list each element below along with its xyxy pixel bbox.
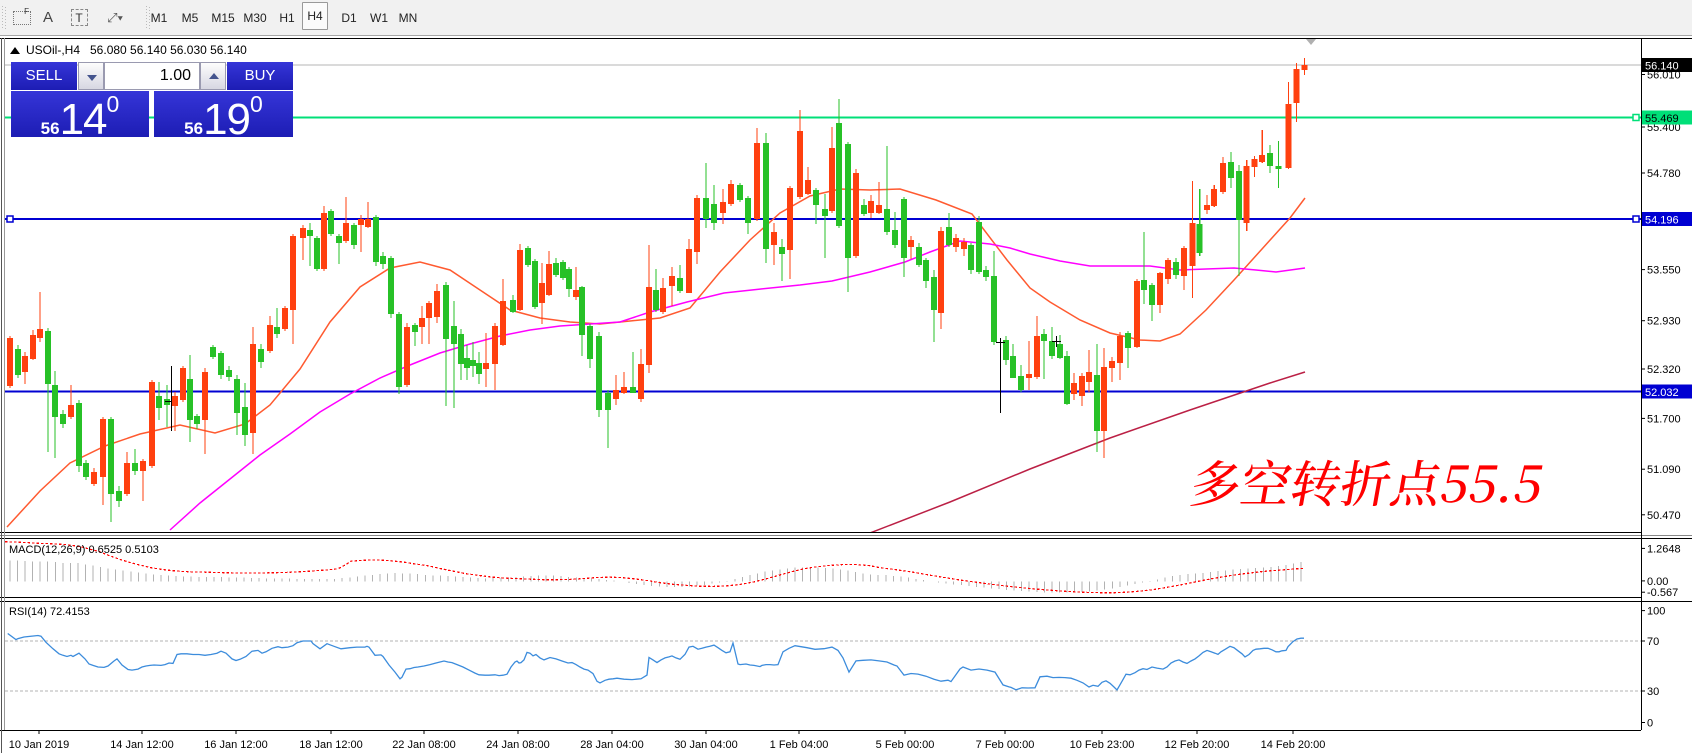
- svg-text:10 Feb 23:00: 10 Feb 23:00: [1070, 739, 1135, 751]
- svg-text:55.469: 55.469: [1645, 113, 1679, 125]
- svg-text:10 Jan 2019: 10 Jan 2019: [9, 739, 70, 751]
- svg-text:24 Jan 08:00: 24 Jan 08:00: [486, 739, 550, 751]
- svg-text:51.090: 51.090: [1647, 464, 1681, 476]
- svg-text:54.196: 54.196: [1645, 215, 1679, 227]
- svg-text:5 Feb 00:00: 5 Feb 00:00: [876, 739, 935, 751]
- svg-text:14 Feb 20:00: 14 Feb 20:00: [1261, 739, 1326, 751]
- svg-text:0.00: 0.00: [1647, 576, 1668, 588]
- svg-text:52.032: 52.032: [1645, 387, 1679, 399]
- svg-text:1 Feb 04:00: 1 Feb 04:00: [770, 739, 829, 751]
- svg-text:28 Jan 04:00: 28 Jan 04:00: [580, 739, 644, 751]
- svg-text:0: 0: [1647, 718, 1653, 730]
- svg-text:56.140: 56.140: [1645, 61, 1679, 73]
- svg-text:53.550: 53.550: [1647, 265, 1681, 277]
- svg-text:14 Jan 12:00: 14 Jan 12:00: [110, 739, 174, 751]
- svg-text:55.400: 55.400: [1647, 122, 1681, 134]
- svg-text:7 Feb 00:00: 7 Feb 00:00: [976, 739, 1035, 751]
- svg-text:16 Jan 12:00: 16 Jan 12:00: [204, 739, 268, 751]
- svg-text:70: 70: [1647, 636, 1659, 648]
- svg-text:54.780: 54.780: [1647, 168, 1681, 180]
- svg-text:1.2648: 1.2648: [1647, 543, 1681, 555]
- svg-text:56.010: 56.010: [1647, 70, 1681, 82]
- svg-text:51.700: 51.700: [1647, 413, 1681, 425]
- svg-text:30 Jan 04:00: 30 Jan 04:00: [674, 739, 738, 751]
- svg-text:50.470: 50.470: [1647, 510, 1681, 522]
- svg-text:RSI(14) 72.4153: RSI(14) 72.4153: [9, 606, 90, 618]
- svg-text:18 Jan 12:00: 18 Jan 12:00: [299, 739, 363, 751]
- svg-text:22 Jan 08:00: 22 Jan 08:00: [392, 739, 456, 751]
- svg-text:52.930: 52.930: [1647, 316, 1681, 328]
- svg-text:52.320: 52.320: [1647, 364, 1681, 376]
- svg-text:MACD(12,26,9) 0.6525 0.5103: MACD(12,26,9) 0.6525 0.5103: [9, 544, 159, 556]
- svg-text:100: 100: [1647, 606, 1665, 618]
- svg-text:-0.567: -0.567: [1647, 587, 1678, 599]
- svg-text:30: 30: [1647, 686, 1659, 698]
- svg-text:12 Feb 20:00: 12 Feb 20:00: [1165, 739, 1230, 751]
